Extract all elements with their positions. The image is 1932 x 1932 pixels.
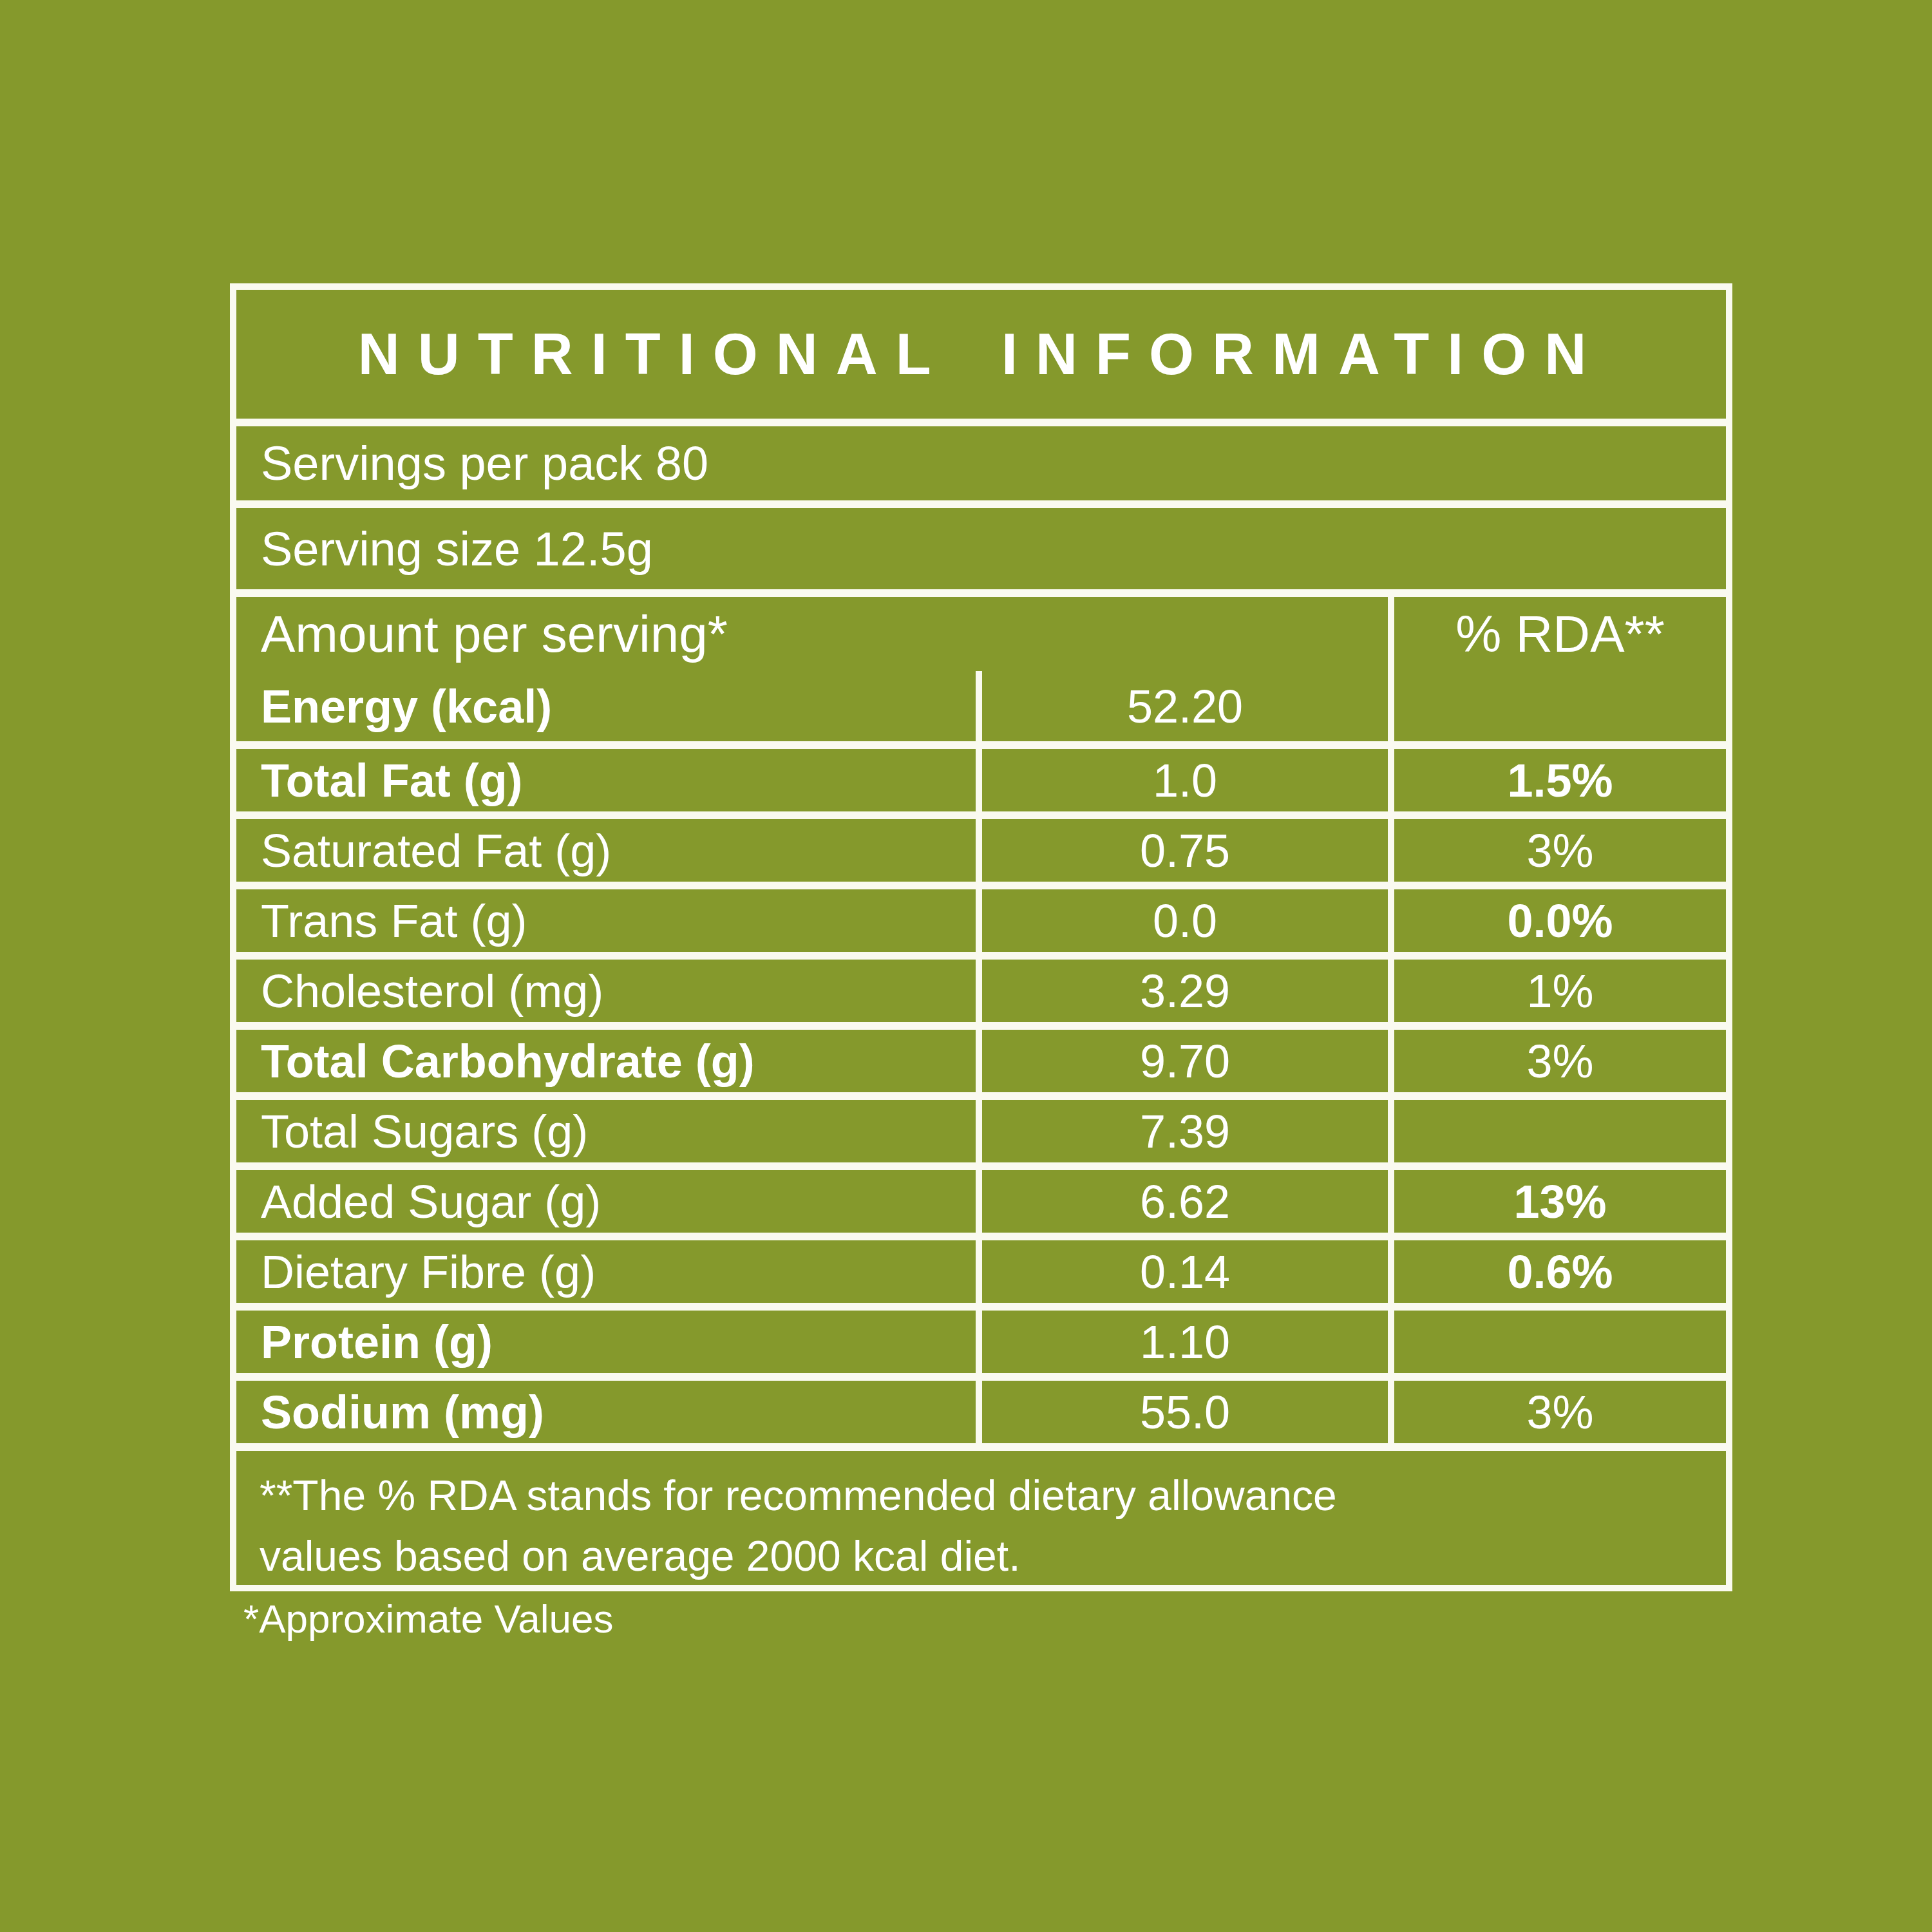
nutrient-rda: 13% <box>1388 1170 1726 1233</box>
nutrient-amount: 7.39 <box>976 1100 1388 1162</box>
table-row: Cholesterol (mg) 3.29 1% <box>236 952 1726 1022</box>
table-row: Saturated Fat (g) 0.75 3% <box>236 811 1726 882</box>
servings-per-pack-row: Servings per pack 80 <box>236 419 1726 500</box>
rda-footnote-line2: values based on average 2000 kcal diet. <box>260 1526 1703 1586</box>
nutrient-label: Sodium (mg) <box>236 1381 976 1443</box>
approximate-values-note: *Approximate Values <box>243 1596 613 1642</box>
table-title-row: NUTRITIONAL INFORMATION <box>236 290 1726 419</box>
nutrient-rda <box>1388 1100 1726 1162</box>
nutrient-amount: 0.0 <box>976 889 1388 952</box>
table-row: Trans Fat (g) 0.0 0.0% <box>236 882 1726 952</box>
nutrient-rda: 3% <box>1388 1030 1726 1092</box>
nutrient-label: Total Sugars (g) <box>236 1100 976 1162</box>
nutrient-label: Total Fat (g) <box>236 749 976 811</box>
table-row: Dietary Fibre (g) 0.14 0.6% <box>236 1233 1726 1303</box>
table-row: Sodium (mg) 55.0 3% <box>236 1373 1726 1443</box>
nutrient-amount: 52.20 <box>976 671 1388 741</box>
nutrient-rows: Energy (kcal) 52.20 Total Fat (g) 1.0 1.… <box>236 671 1726 1443</box>
table-row: Added Sugar (g) 6.62 13% <box>236 1162 1726 1233</box>
nutrient-label: Energy (kcal) <box>236 671 976 741</box>
nutritional-information-table: NUTRITIONAL INFORMATION Servings per pac… <box>230 283 1732 1591</box>
serving-size-text: Serving size 12.5g <box>236 508 653 589</box>
rda-header: % RDA** <box>1388 597 1726 671</box>
nutrient-rda: 0.0% <box>1388 889 1726 952</box>
nutrient-rda: 3% <box>1388 1381 1726 1443</box>
nutrient-label: Total Carbohydrate (g) <box>236 1030 976 1092</box>
table-row: Energy (kcal) 52.20 <box>236 671 1726 741</box>
table-row: Protein (g) 1.10 <box>236 1303 1726 1373</box>
nutrient-rda: 0.6% <box>1388 1240 1726 1303</box>
nutrient-rda: 3% <box>1388 819 1726 882</box>
rda-footnote-line1: **The % RDA stands for recommended dieta… <box>260 1465 1703 1526</box>
nutrient-amount: 0.14 <box>976 1240 1388 1303</box>
nutrient-label: Added Sugar (g) <box>236 1170 976 1233</box>
amount-per-serving-header: Amount per serving* <box>236 597 1388 671</box>
nutrient-rda <box>1388 1311 1726 1373</box>
nutrient-label: Trans Fat (g) <box>236 889 976 952</box>
nutrient-amount: 3.29 <box>976 960 1388 1022</box>
nutrient-amount: 55.0 <box>976 1381 1388 1443</box>
nutrient-label: Saturated Fat (g) <box>236 819 976 882</box>
servings-per-pack-text: Servings per pack 80 <box>236 426 708 500</box>
rda-footnote: **The % RDA stands for recommended dieta… <box>236 1443 1726 1585</box>
table-row: Total Carbohydrate (g) 9.70 3% <box>236 1022 1726 1092</box>
table-row: Total Fat (g) 1.0 1.5% <box>236 741 1726 811</box>
table-row: Total Sugars (g) 7.39 <box>236 1092 1726 1162</box>
nutrient-label: Protein (g) <box>236 1311 976 1373</box>
nutrient-label: Cholesterol (mg) <box>236 960 976 1022</box>
table-title: NUTRITIONAL INFORMATION <box>358 321 1605 388</box>
serving-size-row: Serving size 12.5g <box>236 500 1726 589</box>
nutrient-amount: 1.0 <box>976 749 1388 811</box>
nutrient-amount: 6.62 <box>976 1170 1388 1233</box>
nutrient-amount: 0.75 <box>976 819 1388 882</box>
nutrient-amount: 1.10 <box>976 1311 1388 1373</box>
nutrient-rda <box>1388 671 1726 741</box>
nutrient-label: Dietary Fibre (g) <box>236 1240 976 1303</box>
nutrient-rda: 1.5% <box>1388 749 1726 811</box>
nutrient-rda: 1% <box>1388 960 1726 1022</box>
nutrient-amount: 9.70 <box>976 1030 1388 1092</box>
column-header-row: Amount per serving* % RDA** <box>236 589 1726 671</box>
